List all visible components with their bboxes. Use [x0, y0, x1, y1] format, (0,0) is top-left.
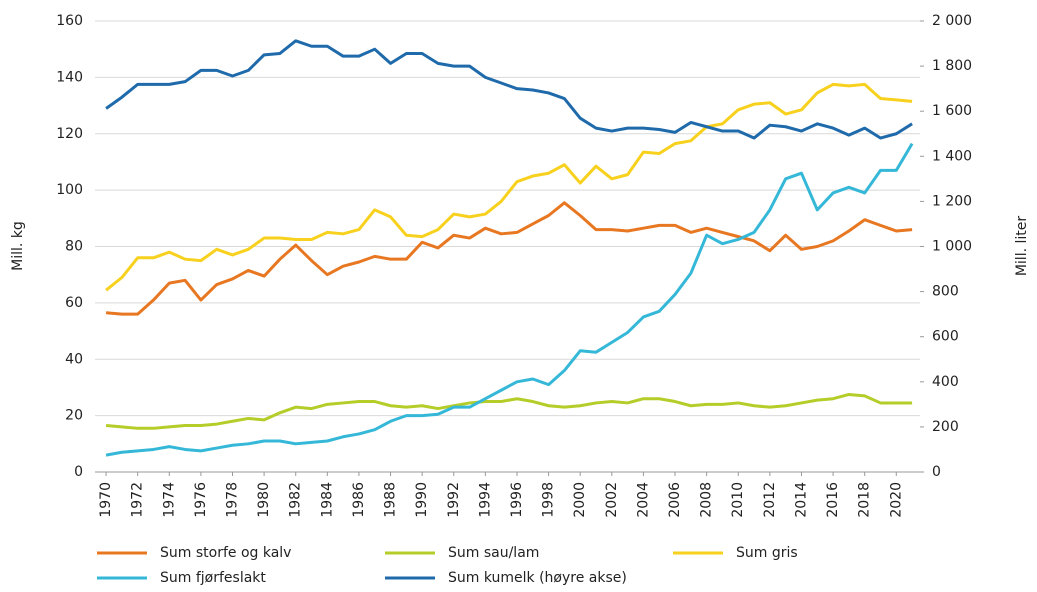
x-tick-label: 2012 [762, 482, 778, 518]
x-tick-label: 1990 [414, 482, 430, 518]
x-tick-label: 1980 [256, 482, 272, 518]
x-tick-label: 1970 [98, 482, 114, 518]
x-tick-label: 1994 [477, 482, 493, 518]
y-axis-title: Mill. kg [10, 221, 26, 271]
x-tick-label: 1982 [288, 482, 304, 518]
x-tick-label: 2020 [888, 482, 904, 518]
y-tick-label: 40 [65, 351, 83, 367]
y2-tick-label: 1 600 [932, 103, 972, 119]
x-tick-label: 1986 [351, 482, 367, 518]
y2-tick-label: 1 800 [932, 58, 972, 74]
x-tick-label: 1998 [541, 482, 557, 518]
y-tick-label: 80 [65, 239, 83, 255]
y2-tick-label: 1 400 [932, 148, 972, 164]
series-line [105, 39, 913, 140]
y2-tick-label: 800 [932, 284, 959, 300]
x-tick-label: 1984 [319, 482, 335, 518]
y-tick-label: 20 [65, 408, 83, 424]
series-line [105, 201, 913, 316]
y-tick-label: 0 [74, 464, 83, 480]
y-tick-label: 160 [56, 13, 83, 29]
y2-tick-label: 400 [932, 374, 959, 390]
series-line [105, 142, 914, 457]
x-tick-label: 2004 [635, 482, 651, 518]
legend-label: Sum storfe og kalv [160, 545, 291, 561]
y2-tick-label: 0 [932, 464, 941, 480]
legend-label: Sum fjørfeslakt [160, 570, 266, 586]
y2-tick-label: 200 [932, 419, 959, 435]
x-tick-label: 1996 [509, 482, 525, 518]
x-tick-label: 2014 [793, 482, 809, 518]
y-tick-label: 60 [65, 295, 83, 311]
x-tick-label: 2008 [699, 482, 715, 518]
x-tick-label: 2002 [604, 482, 620, 518]
legend-label: Sum sau/lam [448, 545, 539, 561]
x-tick-label: 2018 [857, 482, 873, 518]
x-tick-label: 2016 [825, 482, 841, 518]
legend-label: Sum gris [736, 545, 798, 561]
series-line [105, 392, 913, 430]
y-tick-label: 100 [56, 182, 83, 198]
x-tick-label: 1988 [383, 482, 399, 518]
series-line [105, 82, 913, 292]
x-tick-label: 1978 [225, 482, 241, 518]
x-tick-label: 1976 [193, 482, 209, 518]
x-tick-label: 2000 [572, 482, 588, 518]
y-tick-label: 140 [56, 69, 83, 85]
x-tick-label: 2006 [667, 482, 683, 518]
y2-tick-label: 1 000 [932, 239, 972, 255]
y2-tick-label: 1 200 [932, 193, 972, 209]
legend-label: Sum kumelk (høyre akse) [448, 570, 627, 586]
y2-axis-title: Mill. liter [1014, 216, 1030, 277]
y2-tick-label: 2 000 [932, 13, 972, 29]
x-tick-label: 1992 [446, 482, 462, 518]
y-tick-label: 120 [56, 126, 83, 142]
x-tick-label: 1974 [161, 482, 177, 518]
x-tick-label: 1972 [130, 482, 146, 518]
x-tick-label: 2010 [730, 482, 746, 518]
y2-tick-label: 600 [932, 329, 959, 345]
